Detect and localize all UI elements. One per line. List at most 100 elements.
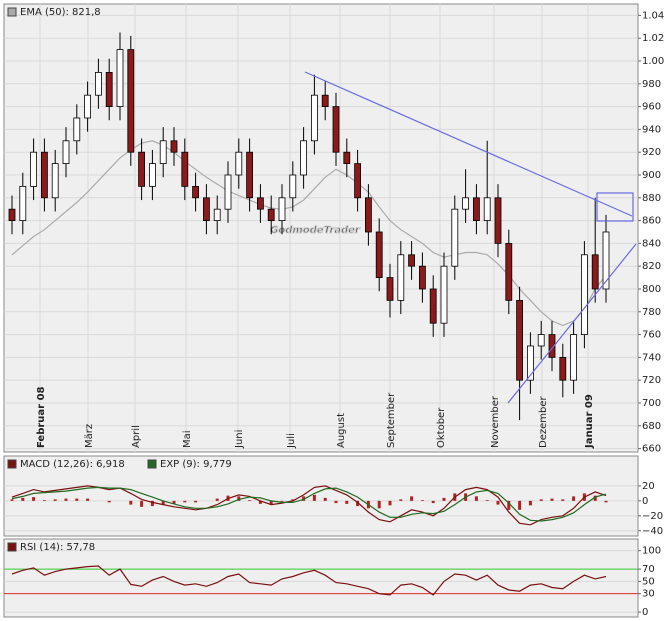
x-tick-label: März — [84, 424, 95, 448]
histogram-bar — [377, 500, 381, 509]
histogram-bar — [140, 500, 144, 507]
histogram-bar — [32, 497, 36, 501]
y-tick-label: 920 — [642, 147, 661, 158]
candle-body — [354, 163, 362, 199]
candle-body — [451, 208, 459, 267]
candle-body — [386, 277, 394, 301]
candle-body — [548, 334, 556, 358]
x-tick-label: Dezember — [538, 396, 549, 448]
candle-body — [95, 71, 102, 96]
histogram-bar — [474, 496, 478, 501]
histogram-bar — [42, 500, 46, 501]
highlight-box — [596, 192, 634, 222]
histogram-bar — [410, 496, 414, 501]
legend-label: EXP (9): 9,779 — [160, 459, 232, 470]
histogram-bar — [323, 497, 327, 501]
candle-body — [462, 197, 470, 210]
histogram-bar — [215, 498, 219, 501]
x-tick-label: Februar 08 — [36, 386, 47, 448]
histogram-bar — [10, 499, 14, 501]
y-tick-label: 20 — [642, 481, 655, 492]
histogram-bar — [420, 500, 424, 501]
histogram-bar — [129, 500, 133, 505]
candle-body — [8, 208, 16, 221]
y-tick-label: 820 — [642, 261, 661, 272]
candle-body — [51, 163, 59, 199]
candle-body — [408, 254, 416, 267]
candle-body — [159, 140, 167, 164]
x-tick-label: April — [131, 425, 142, 448]
histogram-bar — [161, 500, 165, 505]
histogram-bar — [518, 500, 522, 510]
candle-body — [397, 254, 405, 301]
candle-body — [246, 151, 254, 199]
candle-body — [41, 151, 48, 199]
candle-body — [332, 106, 340, 153]
y-tick-label: −20 — [642, 511, 663, 522]
macd-panel — [3, 455, 639, 537]
histogram-bar — [269, 500, 273, 505]
candle-body — [375, 231, 383, 278]
candle-body — [321, 94, 329, 107]
candle-body — [202, 197, 210, 221]
y-tick-label: 900 — [642, 170, 661, 181]
y-tick-label: 700 — [642, 398, 661, 409]
candle-body — [213, 208, 221, 221]
candle-body — [418, 265, 426, 290]
histogram-bar — [64, 498, 68, 501]
candle-body — [429, 288, 437, 324]
candle-body — [192, 185, 200, 199]
x-tick-label: Oktober — [436, 407, 447, 448]
y-tick-label: 980 — [642, 79, 661, 90]
y-tick-label: 860 — [642, 216, 661, 227]
candle-body — [73, 117, 81, 142]
candle-body — [289, 174, 297, 199]
x-tick-label: November — [490, 395, 501, 448]
histogram-bar — [356, 500, 360, 507]
y-tick-label: 1.000 — [642, 56, 664, 67]
candle-body — [105, 71, 113, 107]
histogram-bar — [75, 498, 79, 501]
watermark: GodmodeTrader — [270, 225, 361, 236]
candle-body — [30, 151, 38, 187]
y-tick-label: 720 — [642, 375, 661, 386]
legend-label: EMA (50): 821,8 — [20, 7, 101, 18]
histogram-bar — [485, 500, 489, 501]
y-tick-label: 0 — [642, 607, 648, 618]
histogram-bar — [183, 500, 187, 503]
candle-body — [256, 197, 264, 210]
candle-body — [581, 254, 588, 335]
layers: 1.040 1.020 1.000 980 960 940 920 900 880 860 840 8… — [4, 4, 664, 618]
candle-body — [148, 163, 156, 187]
candle-body — [472, 197, 480, 221]
histogram-bar — [258, 500, 262, 504]
y-tick-label: 100 — [642, 546, 661, 557]
histogram-bar — [345, 500, 349, 504]
y-tick-label: 740 — [642, 352, 661, 363]
y-tick-label: 1.040 — [642, 10, 664, 21]
candle-body — [505, 242, 513, 301]
legend-swatch — [147, 459, 157, 469]
trend-line-lower — [507, 243, 637, 404]
histogram-bar — [291, 499, 295, 501]
candle-body — [537, 334, 545, 347]
y-tick-label: 660 — [642, 444, 661, 455]
candle-body — [181, 151, 189, 187]
candle-body — [440, 265, 448, 324]
histogram-bar — [237, 496, 241, 501]
histogram-bar — [312, 494, 316, 501]
histogram-bar — [604, 500, 608, 503]
candle-body — [116, 49, 124, 107]
y-tick-label: 940 — [642, 124, 661, 135]
candle-body — [278, 197, 286, 221]
histogram-bar — [539, 499, 543, 501]
indicator-line — [11, 565, 607, 596]
candle-body — [267, 208, 275, 221]
indicator-line — [11, 486, 607, 522]
x-tick-label: Januar 09 — [584, 394, 595, 449]
legend-swatch — [7, 459, 17, 469]
candle-body — [235, 151, 243, 176]
candle-body — [300, 140, 308, 176]
y-tick-label: 960 — [642, 102, 661, 113]
y-tick-label: 680 — [642, 421, 661, 432]
